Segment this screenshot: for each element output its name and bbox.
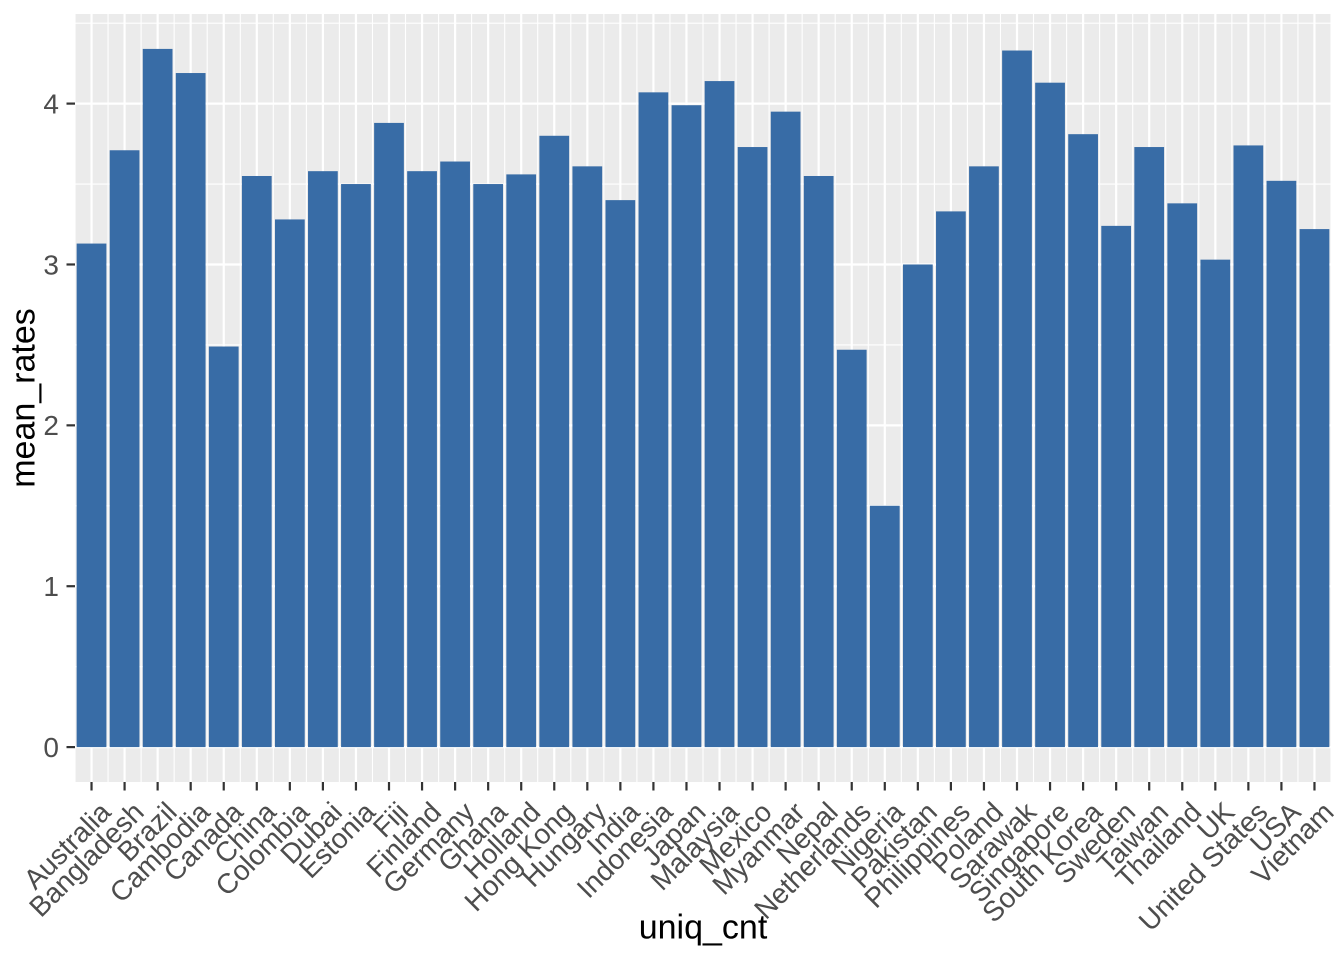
bar (1299, 229, 1330, 748)
bar (341, 184, 371, 748)
bar (109, 150, 140, 748)
bar (902, 264, 933, 748)
bar (473, 184, 504, 748)
y-tick-label: 0 (43, 732, 59, 763)
bar (1200, 259, 1231, 748)
bar (407, 171, 437, 748)
bar (737, 147, 768, 748)
bar (671, 105, 702, 748)
bar (208, 346, 239, 748)
bar (175, 73, 206, 748)
y-tick-label: 2 (43, 410, 59, 441)
bar (506, 174, 537, 748)
bar (274, 219, 305, 748)
bar (836, 349, 867, 748)
bar (76, 243, 107, 748)
bar (142, 48, 173, 748)
bar (1101, 225, 1132, 748)
bar (1233, 145, 1264, 748)
bar (1167, 203, 1198, 748)
bar (803, 175, 834, 748)
bar (1002, 50, 1032, 748)
x-axis-title: uniq_cnt (638, 908, 768, 947)
bar (936, 211, 966, 748)
bar (969, 166, 999, 748)
bar (1266, 180, 1297, 748)
y-axis-title: mean_rates (4, 308, 43, 488)
bar (704, 81, 735, 748)
y-tick-label: 4 (43, 88, 59, 119)
bar (241, 175, 272, 748)
bar (440, 161, 470, 748)
bar (1134, 147, 1165, 748)
bar (374, 122, 404, 748)
bar (770, 111, 801, 748)
bar (1035, 82, 1065, 748)
bar (869, 505, 900, 748)
bar (1068, 134, 1098, 748)
bar (638, 92, 669, 748)
bar (572, 166, 603, 748)
bar (308, 171, 338, 748)
y-tick-label: 3 (43, 249, 59, 280)
bar (605, 200, 636, 748)
y-tick-label: 1 (43, 571, 59, 602)
bar (539, 135, 570, 748)
